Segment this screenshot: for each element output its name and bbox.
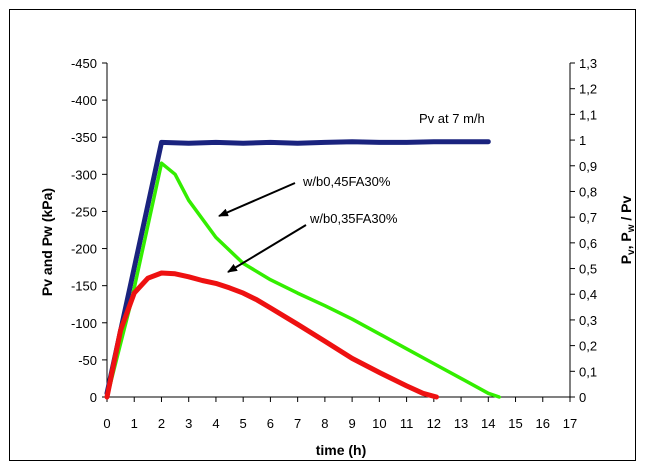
x-tick-label: 16 xyxy=(536,416,550,431)
y-left-tick-label: -400 xyxy=(71,93,97,108)
y-right-tick-label: 0,4 xyxy=(579,287,597,302)
arrow-w045 xyxy=(218,182,296,217)
x-tick-label: 11 xyxy=(400,416,414,431)
x-tick-label: 17 xyxy=(563,416,577,431)
y-right-tick-label: 1,2 xyxy=(579,82,597,97)
x-tick-label: 4 xyxy=(212,416,219,431)
series-line-1 xyxy=(105,161,501,399)
y-right-tick-label: 0,5 xyxy=(579,262,597,277)
y-right-tick-label: 0 xyxy=(579,390,586,405)
x-tick-label: 2 xyxy=(158,416,165,431)
y-right-tick-label: 0,7 xyxy=(579,210,597,225)
y-left-tick-label: -100 xyxy=(71,316,97,331)
x-tick-label: 8 xyxy=(321,416,328,431)
y-right-tick-label: 0,1 xyxy=(579,364,597,379)
x-tick-label: 7 xyxy=(294,416,301,431)
series-lines xyxy=(104,139,501,400)
y-right-tick-label: 0,2 xyxy=(579,339,597,354)
x-tick-label: 5 xyxy=(240,416,247,431)
series-line-0 xyxy=(104,139,491,396)
x-tick-label: 6 xyxy=(267,416,274,431)
y-right-tick-label: 1 xyxy=(579,133,586,148)
y-right-tick-label: 0,8 xyxy=(579,184,597,199)
y-left-tick-label: -50 xyxy=(78,353,97,368)
x-tick-label: 15 xyxy=(508,416,522,431)
series-line-2 xyxy=(104,270,439,400)
x-tick-label: 1 xyxy=(131,416,138,431)
tick-labels: 0 1 2 3 4 5 6 7 8 9 10 11 12 13 14 15 16 170-50-100-150-2… xyxy=(71,56,597,431)
annotation-pv: Pv at 7 m/h xyxy=(419,111,485,126)
y-left-tick-label: -300 xyxy=(71,167,97,182)
x-tick-label: 0 xyxy=(103,416,110,431)
annotation-w045: w/b0,45FA30% xyxy=(302,174,391,189)
y-right-tick-label: 0,6 xyxy=(579,236,597,251)
x-tick-label: 9 xyxy=(349,416,356,431)
x-tick-label: 13 xyxy=(454,416,468,431)
x-tick-label: 3 xyxy=(185,416,192,431)
y-right-tick-label: 1,1 xyxy=(579,107,597,122)
x-axis-title: time (h) xyxy=(316,442,367,458)
y-left-tick-label: -450 xyxy=(71,56,97,71)
y-right-tick-label: 1,3 xyxy=(579,56,597,71)
annotation-w035: w/b0,35FA30% xyxy=(309,211,398,226)
y-left-tick-label: -350 xyxy=(71,130,97,145)
x-tick-label: 14 xyxy=(481,416,495,431)
chart-frame xyxy=(9,9,636,461)
y-axis-right-title: Pv, Pw / Pv xyxy=(618,195,637,264)
y-left-tick-label: -200 xyxy=(71,242,97,257)
arrow-w035 xyxy=(227,224,307,273)
y-right-tick-label: 0,9 xyxy=(579,159,597,174)
y-axis-left-title: Pv and Pw (kPa) xyxy=(39,188,55,296)
y-left-tick-label: -250 xyxy=(71,204,97,219)
y-left-tick-label: -150 xyxy=(71,279,97,294)
x-tick-label: 12 xyxy=(427,416,441,431)
x-tick-label: 10 xyxy=(372,416,386,431)
axes xyxy=(102,62,575,402)
y-left-tick-label: 0 xyxy=(90,390,97,405)
y-right-tick-label: 0,3 xyxy=(579,313,597,328)
